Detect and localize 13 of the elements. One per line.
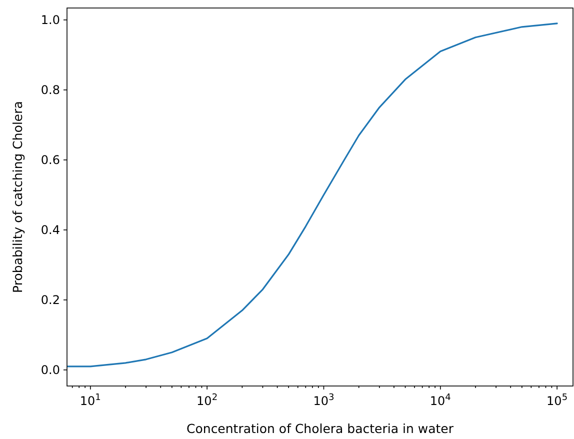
y-tick-label: 0.6 (40, 152, 60, 167)
x-tick-label: 10$^{1}$ (80, 393, 101, 408)
x-tick-label: 10$^{2}$ (196, 393, 218, 408)
x-tick-label: 10$^{5}$ (546, 393, 568, 408)
x-axis-title: Concentration of Cholera bacteria in water (186, 421, 454, 436)
y-tick-label: 0.4 (40, 222, 60, 237)
x-tick-label: 10$^{3}$ (313, 393, 334, 408)
y-tick-label: 0.8 (40, 82, 60, 97)
y-tick-label: 0.2 (40, 292, 60, 307)
y-axis-title: Probability of catching Cholera (10, 101, 25, 293)
y-tick-label: 0.0 (40, 362, 60, 377)
x-tick-label: 10$^{4}$ (430, 393, 452, 408)
y-tick-label: 1.0 (40, 12, 60, 27)
